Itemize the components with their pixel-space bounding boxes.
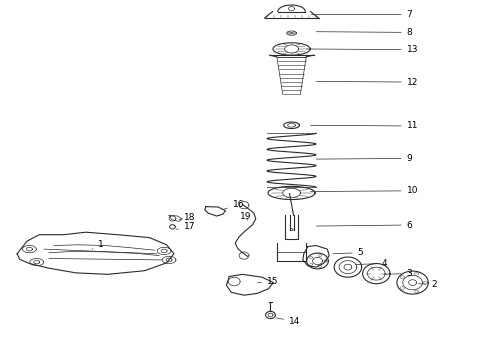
Text: 3: 3: [384, 269, 413, 278]
Text: 19: 19: [240, 212, 251, 221]
Text: 16: 16: [222, 200, 244, 210]
Text: 18: 18: [179, 212, 195, 221]
Text: 5: 5: [333, 248, 364, 257]
Text: 10: 10: [311, 186, 418, 195]
Text: 9: 9: [317, 154, 413, 163]
Text: 17: 17: [176, 222, 195, 231]
Text: 7: 7: [312, 10, 413, 19]
Text: 13: 13: [307, 45, 418, 54]
Text: 12: 12: [317, 77, 418, 86]
Text: 1: 1: [92, 240, 104, 249]
Text: 8: 8: [317, 28, 413, 37]
Text: 2: 2: [418, 280, 437, 289]
Text: 14: 14: [276, 317, 300, 325]
Text: 4: 4: [356, 259, 387, 268]
Text: 15: 15: [258, 277, 278, 286]
Text: 11: 11: [311, 122, 418, 130]
Text: 6: 6: [317, 220, 413, 230]
